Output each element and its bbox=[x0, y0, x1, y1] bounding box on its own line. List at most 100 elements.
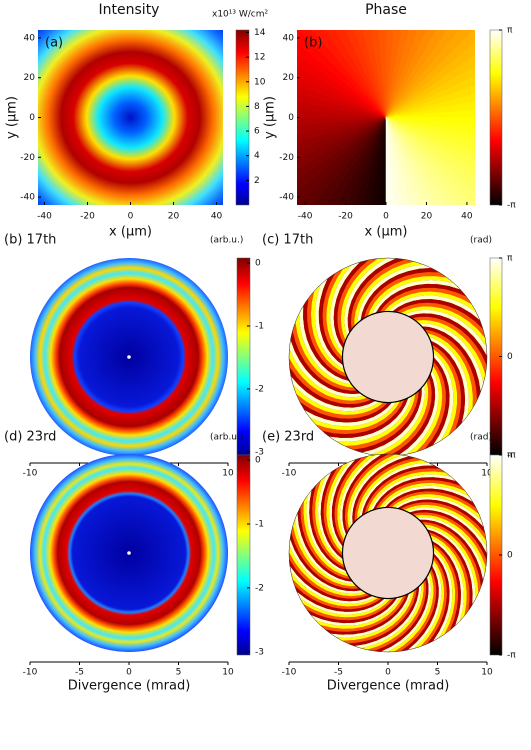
phase-wedge bbox=[370, 30, 387, 118]
colorbar-tick-label: -π bbox=[507, 651, 516, 661]
x-tick-label: 10 bbox=[222, 469, 234, 479]
phase-spiral bbox=[318, 273, 344, 366]
phase-spiral bbox=[303, 298, 350, 381]
phase-spiral bbox=[387, 571, 434, 652]
phase-map bbox=[297, 30, 475, 205]
center-dot bbox=[127, 551, 131, 555]
phase-spiral bbox=[306, 597, 398, 624]
phase-spiral bbox=[295, 313, 355, 388]
x-axis-label: Divergence (mrad) bbox=[68, 679, 191, 694]
colorbar-label: (rad) bbox=[470, 433, 492, 443]
colorbar-tick-label: -1 bbox=[255, 520, 264, 530]
y-tick-label: -40 bbox=[20, 193, 35, 203]
colorbar-tick-label: -3 bbox=[255, 447, 264, 457]
phase-spiral bbox=[354, 584, 422, 649]
y-axis-label: y (μm) bbox=[263, 96, 278, 139]
phase-wedge bbox=[378, 30, 387, 118]
x-tick-label: 20 bbox=[421, 212, 433, 222]
y-tick-label: 0 bbox=[29, 113, 35, 123]
colorbar-tick-label: 14 bbox=[254, 28, 266, 38]
phase-spiral bbox=[289, 357, 372, 405]
phase-spiral bbox=[344, 258, 397, 337]
x-tick-label: -20 bbox=[80, 212, 95, 222]
phase-spiral bbox=[421, 326, 481, 401]
phase-spiral bbox=[408, 509, 487, 561]
colorbar-tick-label: -π bbox=[507, 201, 516, 211]
phase-spiral bbox=[379, 377, 432, 456]
phase-spiral bbox=[388, 373, 436, 456]
phase-spiral bbox=[353, 387, 422, 453]
phase-spiral bbox=[333, 259, 369, 349]
x-axis-label: x (μm) bbox=[109, 225, 152, 240]
x-tick-label: -40 bbox=[37, 212, 52, 222]
x-axis-label: Divergence (mrad) bbox=[327, 679, 450, 694]
y-tick-label: -40 bbox=[279, 193, 294, 203]
panel-label: (b) 17th bbox=[4, 233, 56, 248]
panel-label: (e) 23rd bbox=[262, 430, 314, 445]
phase-spiral bbox=[292, 519, 357, 587]
colorbar-label: (arb.u.) bbox=[210, 433, 243, 443]
phase-spiral bbox=[290, 376, 380, 412]
phase-spiral bbox=[326, 265, 352, 357]
phase-spiral bbox=[388, 295, 480, 321]
phase-spiral bbox=[400, 306, 487, 347]
x-tick-label: -10 bbox=[282, 469, 297, 479]
phase-spiral bbox=[312, 480, 346, 569]
outline bbox=[288, 453, 488, 653]
phase-spiral bbox=[361, 384, 425, 455]
phase-spiral bbox=[357, 264, 432, 324]
phase-wedge bbox=[297, 117, 387, 134]
phase-spiral bbox=[296, 393, 388, 419]
phase-spiral bbox=[320, 468, 343, 560]
phase-spiral bbox=[426, 333, 473, 416]
y-tick-label: 40 bbox=[283, 33, 295, 43]
colorbar-tick-label: -π bbox=[507, 451, 516, 461]
x-tick-label: -5 bbox=[75, 668, 84, 678]
colorbar bbox=[236, 257, 251, 456]
x-tick-label: 10 bbox=[222, 668, 234, 678]
colorbar bbox=[235, 29, 250, 206]
x-tick-label: 0 bbox=[126, 668, 132, 678]
phase-wedge bbox=[385, 84, 475, 118]
phase-spiral bbox=[315, 595, 404, 629]
phase-spiral bbox=[289, 339, 365, 398]
phase-spiral bbox=[309, 484, 347, 572]
phase-spiral bbox=[364, 272, 447, 319]
phase-spiral bbox=[347, 258, 406, 334]
x-tick-label: 40 bbox=[461, 212, 473, 222]
phase-spiral bbox=[322, 268, 344, 362]
panel-label: (c) 17th bbox=[262, 233, 313, 248]
phase-spiral bbox=[406, 507, 487, 554]
phase-spiral bbox=[317, 471, 344, 563]
phase-spiral bbox=[321, 397, 409, 438]
colorbar-tick-label: 8 bbox=[254, 102, 260, 112]
y-tick-label: 20 bbox=[24, 73, 36, 83]
phase-wedge bbox=[385, 117, 402, 205]
panel-title: Phase bbox=[365, 2, 407, 18]
phase-spiral bbox=[378, 482, 470, 509]
phase-spiral bbox=[396, 302, 486, 338]
x-tick-label: 40 bbox=[211, 212, 223, 222]
phase-spiral bbox=[360, 581, 424, 650]
phase-spiral bbox=[344, 454, 396, 533]
x-tick-label: 0 bbox=[128, 212, 134, 222]
panel-label: (d) 23rd bbox=[4, 430, 56, 445]
phase-spiral bbox=[315, 399, 405, 435]
phase-spiral bbox=[424, 329, 478, 409]
phase-spiral bbox=[430, 340, 466, 430]
x-tick-label: 10 bbox=[481, 668, 493, 678]
phase-spiral bbox=[352, 456, 416, 525]
phase-wedge bbox=[385, 117, 394, 205]
phase-spiral bbox=[408, 313, 487, 366]
phase-wedge bbox=[297, 117, 387, 151]
phase-spiral bbox=[298, 305, 352, 385]
colorbar-tick-label: 12 bbox=[254, 53, 265, 63]
phase-spiral bbox=[388, 491, 480, 515]
phase-spiral bbox=[411, 512, 487, 568]
phase-spiral bbox=[319, 594, 407, 632]
phase-spiral bbox=[407, 365, 443, 455]
colorbar-tick-label: π bbox=[507, 26, 513, 36]
phase-wedge bbox=[385, 75, 475, 118]
phase-spiral bbox=[400, 502, 487, 541]
colorbar-tick-label: 2 bbox=[254, 176, 260, 186]
